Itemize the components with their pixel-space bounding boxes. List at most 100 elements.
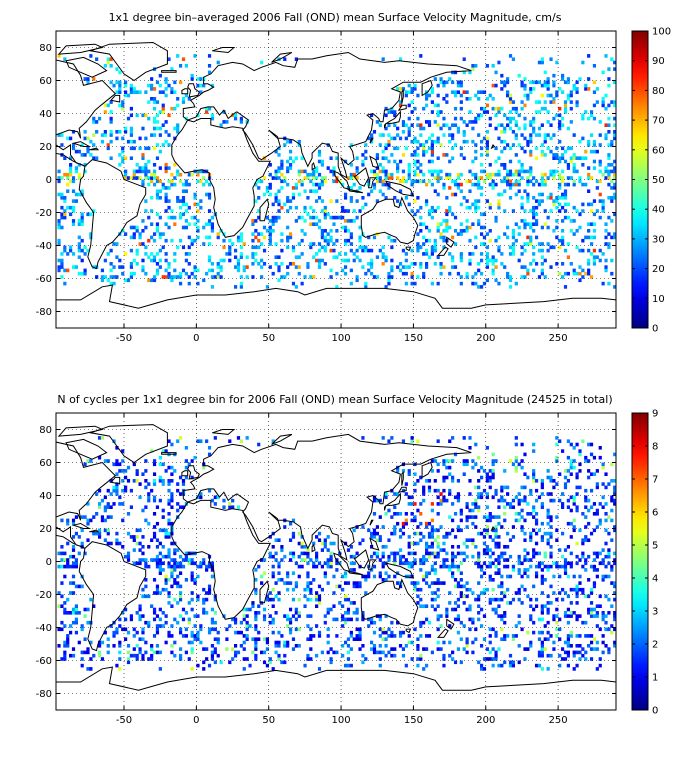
- data-cell: [161, 275, 165, 279]
- data-cell: [598, 143, 602, 147]
- data-cell: [537, 248, 542, 253]
- coastline-eurasia: [182, 433, 472, 561]
- data-cell: [459, 202, 463, 207]
- data-cell: [601, 561, 605, 566]
- data-cell: [300, 535, 304, 539]
- data-cell: [158, 215, 162, 220]
- data-cell: [178, 238, 183, 243]
- data-cell: [306, 571, 310, 575]
- data-cell: [97, 653, 102, 658]
- data-cell: [514, 442, 518, 447]
- data-cell: [607, 182, 611, 187]
- data-cell: [413, 83, 417, 88]
- data-cell: [488, 123, 492, 127]
- data-cell: [465, 97, 469, 101]
- data-cell: [398, 554, 403, 559]
- data-cell: [205, 235, 209, 240]
- data-cell: [239, 245, 243, 250]
- data-cell: [207, 192, 212, 197]
- data-cell: [109, 80, 113, 85]
- data-cell: [584, 594, 588, 599]
- data-cell: [572, 205, 576, 210]
- data-cell: [349, 186, 353, 190]
- data-cell: [164, 258, 168, 263]
- data-cell: [526, 268, 530, 273]
- data-cell: [228, 505, 232, 509]
- data-cell: [604, 485, 608, 490]
- data-cell: [436, 439, 440, 443]
- data-cell: [164, 199, 168, 203]
- data-cell: [297, 255, 301, 259]
- data-cell: [566, 126, 570, 131]
- data-cell: [561, 123, 565, 127]
- data-cell: [69, 611, 73, 615]
- data-cell: [242, 607, 246, 612]
- data-cell: [92, 604, 96, 608]
- data-cell: [589, 634, 594, 638]
- data-cell: [520, 100, 524, 104]
- data-cell: [260, 232, 264, 236]
- data-cell: [378, 644, 382, 648]
- data-cell: [581, 202, 585, 207]
- data-cell: [187, 275, 191, 279]
- data-cell: [572, 446, 576, 450]
- data-cell: [358, 627, 362, 632]
- data-cell: [494, 607, 498, 612]
- data-cell: [271, 574, 275, 579]
- data-cell: [393, 653, 397, 658]
- data-cell: [152, 116, 157, 121]
- data-cell: [378, 574, 382, 579]
- data-cell: [607, 554, 611, 559]
- data-cell: [126, 630, 131, 635]
- data-cell: [387, 110, 391, 114]
- data-cell: [436, 113, 440, 118]
- data-cell: [303, 604, 307, 608]
- data-cell: [445, 153, 449, 157]
- data-cell: [485, 278, 489, 283]
- data-cell: [451, 258, 455, 263]
- data-cell: [578, 179, 582, 184]
- data-cell: [69, 212, 73, 217]
- data-cell: [74, 561, 79, 566]
- data-cell: [277, 265, 281, 269]
- data-cell: [193, 275, 197, 279]
- data-cell: [355, 634, 359, 638]
- data-cell: [158, 564, 162, 569]
- data-cell: [312, 209, 316, 213]
- data-cell: [210, 285, 215, 289]
- data-cell: [413, 106, 417, 111]
- data-cell: [520, 485, 524, 490]
- data-cell: [508, 663, 513, 668]
- data-cell: [74, 617, 79, 622]
- data-cell: [592, 614, 597, 618]
- data-cell: [526, 594, 530, 599]
- data-cell: [526, 558, 530, 562]
- data-cell: [161, 186, 165, 190]
- data-cell: [558, 126, 562, 131]
- data-cell: [445, 614, 449, 618]
- data-cell: [508, 146, 513, 151]
- data-cell: [566, 620, 570, 625]
- data-cell: [396, 176, 400, 180]
- data-cell: [474, 462, 478, 467]
- data-cell: [384, 637, 388, 641]
- data-cell: [427, 571, 432, 575]
- data-cell: [277, 538, 281, 542]
- data-cell: [572, 525, 576, 529]
- data-cell: [178, 594, 183, 599]
- data-cell: [439, 498, 443, 503]
- data-cell: [407, 561, 411, 566]
- data-cell: [462, 436, 466, 440]
- data-cell: [294, 219, 298, 223]
- data-cell: [181, 482, 186, 486]
- data-cell: [413, 212, 417, 217]
- data-cell: [150, 172, 154, 177]
- data-cell: [416, 275, 420, 279]
- data-cell: [497, 172, 501, 177]
- data-cell: [471, 281, 475, 286]
- data-cell: [485, 97, 489, 101]
- data-cell: [436, 640, 440, 645]
- data-cell: [63, 564, 67, 569]
- data-cell: [326, 212, 330, 217]
- data-cell: [135, 611, 139, 615]
